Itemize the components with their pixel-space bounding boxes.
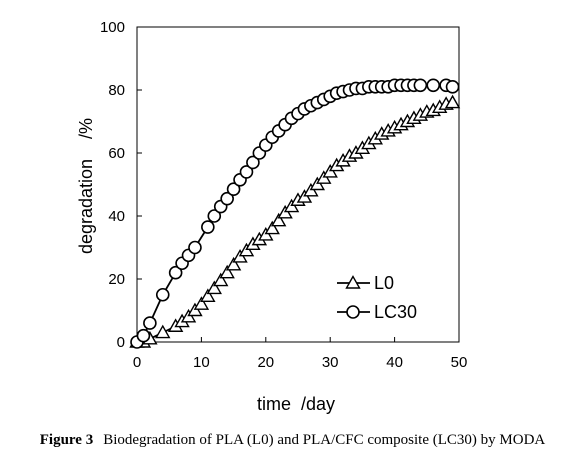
series-l0-point (206, 280, 222, 295)
series-l0-point (444, 94, 461, 109)
series-l0-point (219, 264, 235, 279)
legend-marker-l0 (345, 275, 361, 289)
y-tick-label: 0 (117, 334, 125, 351)
y-axis: 0 20 40 60 80 100 (100, 19, 142, 351)
x-tick-label: 40 (386, 354, 403, 371)
x-axis: 0 10 20 30 40 50 (133, 337, 468, 371)
series-lc30-point (413, 78, 428, 93)
series-lc30-point (239, 165, 254, 179)
series-lc30-point (445, 80, 460, 94)
series-lc30-point (207, 209, 222, 223)
series-lc30-point (246, 155, 260, 170)
series-l0-point (270, 212, 287, 227)
series-lc30-point (426, 78, 441, 93)
series-lc30-point (143, 316, 157, 330)
series-lc30-point (136, 328, 151, 343)
y-tick-label: 40 (108, 208, 125, 225)
series-l0-point (213, 272, 229, 287)
series-l0-point (225, 256, 242, 271)
series-l0-point (200, 288, 216, 303)
y-tick-label: 60 (108, 145, 125, 162)
series-lc30-point (201, 220, 215, 234)
series-l0-point (193, 296, 210, 310)
y-axis-label: degradation /% (76, 118, 96, 254)
x-tick-label: 10 (193, 354, 210, 371)
legend-label-l0: L0 (374, 273, 394, 293)
series-lc30-point (226, 182, 241, 197)
caption-label: Figure 3 (39, 432, 94, 448)
x-tick-label: 20 (257, 354, 274, 371)
x-tick-label: 0 (133, 354, 141, 371)
legend-marker-lc30 (346, 305, 360, 319)
caption-text: Biodegradation of PLA (L0) and PLA/CFC c… (103, 432, 546, 448)
legend: L0 LC30 (337, 273, 417, 322)
series-lc30 (130, 78, 460, 349)
series-lc30-point (188, 240, 202, 255)
series-lc30-point (155, 287, 170, 302)
legend-item-lc30: LC30 (337, 302, 417, 322)
series-l0-point (155, 324, 171, 339)
plot-frame (136, 26, 460, 343)
y-tick-label: 80 (108, 82, 125, 99)
legend-item-l0: L0 (337, 273, 394, 293)
x-tick-label: 30 (322, 354, 339, 371)
y-tick-label: 20 (108, 271, 125, 288)
series-lc30-point (168, 265, 183, 280)
chart: 0 10 20 30 40 50 0 20 40 60 80 100 time /day degra… (76, 19, 468, 414)
series-l0-point (264, 220, 280, 235)
x-axis-label: time /day (257, 394, 335, 414)
y-tick-label: 100 (100, 19, 125, 36)
x-tick-label: 50 (451, 354, 468, 371)
legend-label-lc30: LC30 (374, 302, 417, 322)
series-layer (129, 78, 461, 349)
series-lc30-point (220, 191, 234, 206)
figure-caption: Figure 3 Biodegradation of PLA (L0) and P… (0, 432, 585, 449)
